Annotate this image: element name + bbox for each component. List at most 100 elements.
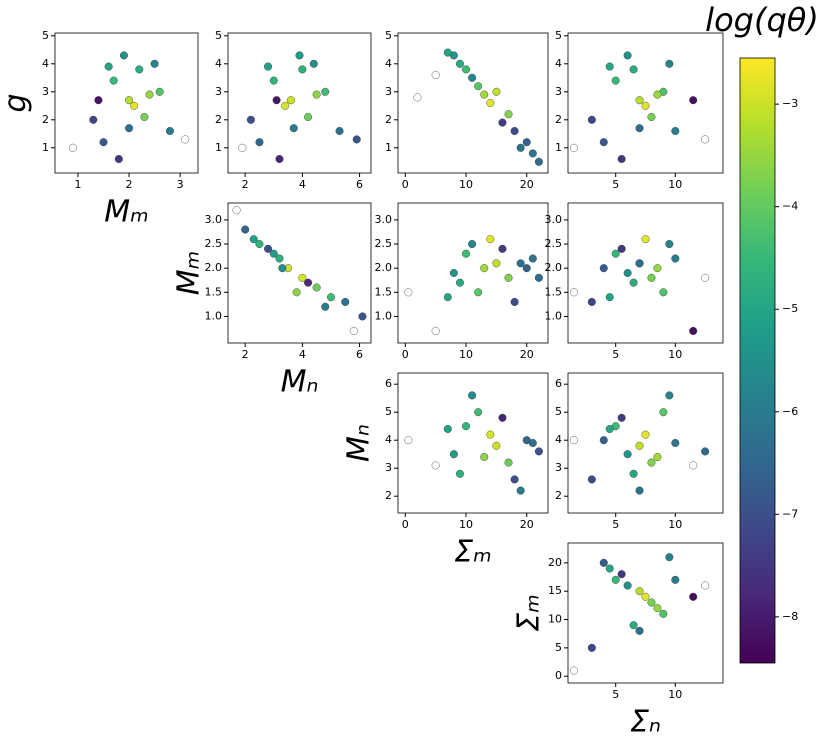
point bbox=[326, 293, 335, 302]
point bbox=[599, 138, 608, 147]
x-tick-label: 20 bbox=[520, 518, 534, 531]
point bbox=[534, 273, 543, 282]
x-tick-label: 10 bbox=[668, 518, 682, 531]
point bbox=[623, 51, 632, 60]
y-axis-label: Mₙ bbox=[342, 424, 377, 462]
point bbox=[504, 110, 513, 119]
colorbar bbox=[739, 57, 776, 664]
plot-area bbox=[397, 32, 549, 174]
plot-area bbox=[397, 202, 549, 344]
point bbox=[119, 51, 128, 60]
plot-area bbox=[567, 542, 724, 684]
point bbox=[635, 441, 644, 450]
colorbar-tick-label: −3 bbox=[782, 97, 798, 110]
point bbox=[605, 425, 614, 434]
y-tick-label: 2.5 bbox=[375, 237, 393, 250]
x-tick-label: 2 bbox=[242, 348, 249, 361]
point bbox=[587, 643, 596, 652]
point bbox=[653, 90, 662, 99]
point bbox=[125, 96, 134, 105]
y-tick-label: 0 bbox=[555, 669, 562, 682]
point bbox=[534, 447, 543, 456]
y-tick-label: 5 bbox=[385, 405, 392, 418]
point bbox=[653, 604, 662, 613]
point bbox=[504, 458, 513, 467]
point bbox=[689, 461, 698, 470]
point bbox=[130, 101, 139, 110]
point bbox=[155, 87, 164, 96]
y-tick-label: 4 bbox=[42, 57, 49, 70]
point bbox=[358, 312, 367, 321]
plot-area bbox=[227, 202, 372, 344]
point bbox=[516, 143, 525, 152]
point bbox=[272, 96, 281, 105]
point bbox=[647, 273, 656, 282]
point bbox=[641, 430, 650, 439]
point bbox=[255, 240, 264, 249]
x-tick-label: 4 bbox=[299, 348, 306, 361]
point bbox=[635, 124, 644, 133]
point bbox=[181, 135, 190, 144]
point bbox=[246, 115, 255, 124]
point bbox=[462, 249, 471, 258]
point bbox=[275, 254, 284, 263]
point bbox=[492, 259, 501, 268]
point bbox=[404, 288, 413, 297]
y-tick-label: 2 bbox=[385, 113, 392, 126]
point bbox=[321, 87, 330, 96]
y-tick-label: 4 bbox=[385, 433, 392, 446]
point bbox=[443, 293, 452, 302]
point bbox=[492, 87, 501, 96]
x-tick-label: 4 bbox=[299, 178, 306, 191]
point bbox=[701, 273, 710, 282]
point bbox=[510, 126, 519, 135]
x-tick-label: 20 bbox=[520, 348, 534, 361]
point bbox=[99, 138, 108, 147]
point bbox=[165, 126, 174, 135]
x-tick-label: 5 bbox=[612, 518, 619, 531]
point bbox=[689, 96, 698, 105]
point bbox=[304, 112, 313, 121]
point bbox=[689, 326, 698, 335]
point bbox=[623, 450, 632, 459]
colorbar-tick-label: −7 bbox=[782, 507, 798, 520]
y-tick-label: 2 bbox=[555, 489, 562, 502]
point bbox=[292, 288, 301, 297]
y-tick-label: 1.5 bbox=[375, 285, 393, 298]
point bbox=[413, 93, 422, 102]
point bbox=[569, 143, 578, 152]
x-tick-label: 20 bbox=[520, 178, 534, 191]
point bbox=[431, 70, 440, 79]
point bbox=[289, 124, 298, 133]
point bbox=[510, 475, 519, 484]
y-tick-label: 3 bbox=[215, 85, 222, 98]
point bbox=[298, 65, 307, 74]
point bbox=[599, 558, 608, 567]
point bbox=[68, 143, 77, 152]
y-tick-label: 2 bbox=[42, 113, 49, 126]
point bbox=[635, 96, 644, 105]
point bbox=[341, 297, 350, 306]
point bbox=[443, 425, 452, 434]
point bbox=[665, 391, 674, 400]
point bbox=[468, 240, 477, 249]
y-tick-label: 15 bbox=[548, 584, 562, 597]
x-tick-label: 0 bbox=[402, 518, 409, 531]
point bbox=[468, 73, 477, 82]
point bbox=[516, 259, 525, 268]
point bbox=[516, 486, 525, 495]
x-tick-label: 2 bbox=[242, 178, 249, 191]
y-tick-label: 1.5 bbox=[545, 285, 563, 298]
point bbox=[528, 149, 537, 158]
y-tick-label: 1.0 bbox=[205, 309, 223, 322]
point bbox=[641, 592, 650, 601]
y-tick-label: 3.0 bbox=[205, 213, 223, 226]
y-tick-label: 1 bbox=[215, 141, 222, 154]
point bbox=[569, 288, 578, 297]
point bbox=[522, 138, 531, 147]
point bbox=[474, 82, 483, 91]
point bbox=[269, 76, 278, 85]
point bbox=[510, 297, 519, 306]
point bbox=[587, 475, 596, 484]
point bbox=[569, 666, 578, 675]
